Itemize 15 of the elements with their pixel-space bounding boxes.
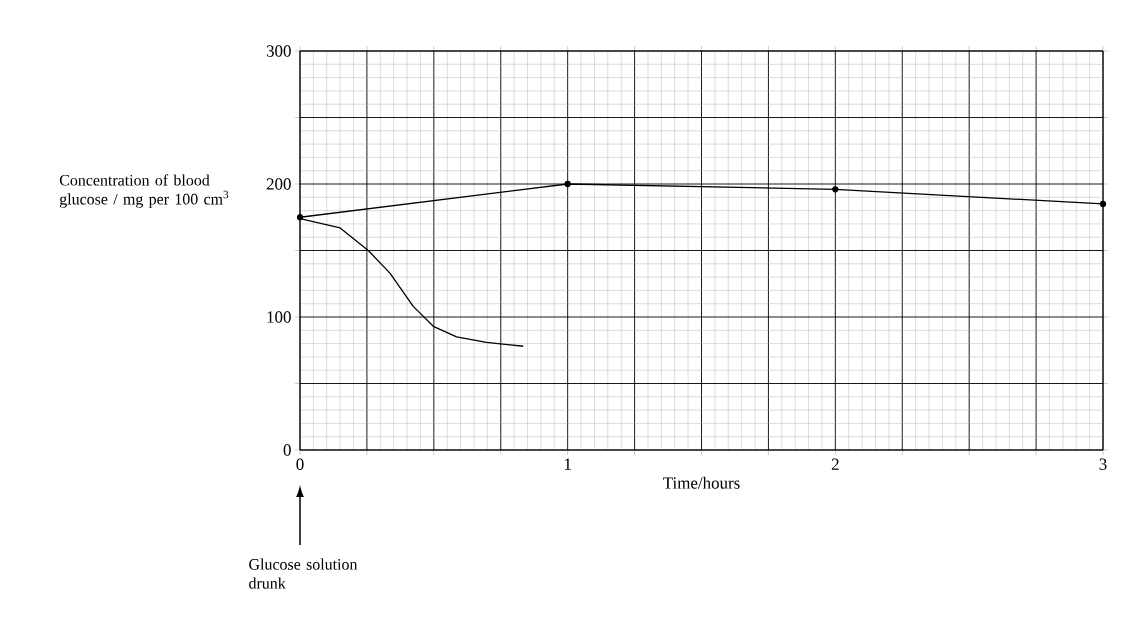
y-axis-title: Concentration of blood glucose / mg per 100 cm$^{3}$ bbox=[59, 174, 229, 208]
point bbox=[832, 186, 839, 193]
y-tick-label: 200 bbox=[266, 178, 291, 190]
y-tick-label: 100 bbox=[267, 311, 291, 323]
point bbox=[564, 180, 571, 188]
text: Glucose solution drunk bbox=[249, 558, 358, 589]
point bbox=[296, 214, 304, 221]
x-axis-title: Time/hours bbox=[663, 476, 740, 489]
x-tick-label: 3 bbox=[1099, 458, 1107, 470]
x-tick-label: 2 bbox=[831, 458, 839, 470]
point bbox=[1099, 200, 1107, 208]
x-tick-label: 0 bbox=[296, 458, 304, 470]
x-tick-label: 1 bbox=[564, 458, 571, 470]
y-tick-label: 300 bbox=[266, 45, 291, 57]
y-tick-label: 0 bbox=[283, 444, 291, 456]
